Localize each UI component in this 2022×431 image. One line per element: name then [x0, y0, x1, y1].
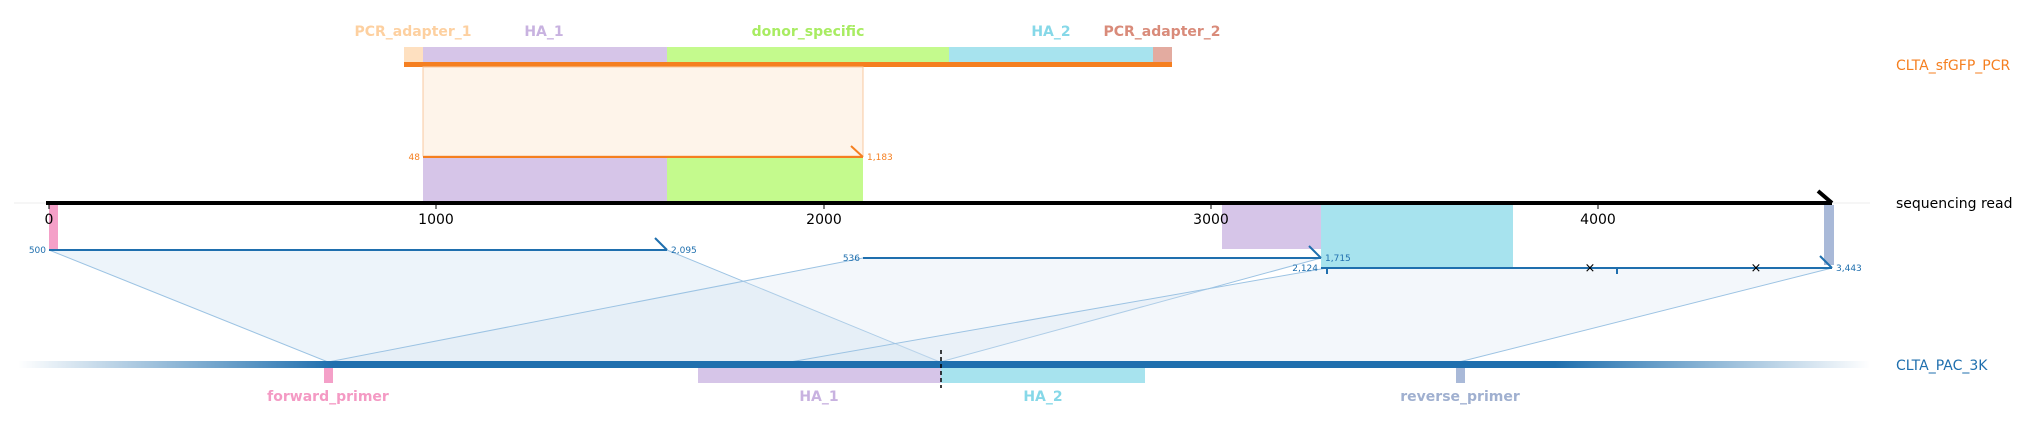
ref-alignment-2-end-hook — [1308, 245, 1322, 259]
ref-reverse-primer-block — [1456, 368, 1465, 383]
pcr-ha-1-label: HA_1 — [524, 24, 563, 40]
pcr-donor-specific-block — [667, 47, 949, 63]
ref-alignment-3-end-label: 3,443 — [1836, 264, 1862, 274]
pcr-adapter-1-block — [404, 47, 423, 63]
ref-reverse-primer-label: reverse_primer — [1400, 389, 1520, 405]
ref-forward-primer-block — [324, 368, 333, 383]
reference-backbone — [18, 361, 1870, 368]
ref-ha-1-block — [698, 368, 941, 383]
read-rev-primer-mark — [1824, 205, 1834, 265]
ref-ha-2-label: HA_2 — [1023, 389, 1062, 405]
row-label-ref: CLTA_PAC_3K — [1896, 358, 1988, 374]
tick-label-3000: 3000 — [1193, 212, 1229, 228]
tick-label-4000: 4000 — [1580, 212, 1616, 228]
read-ha-1-from-pcr — [423, 157, 667, 201]
ref-alignment-1-start-label: 500 — [29, 246, 46, 256]
ref-alignment-2-start-label: 536 — [843, 254, 860, 264]
read-donor-from-pcr — [667, 157, 863, 201]
pcr-product-track — [404, 47, 1172, 67]
pcr-alignment-start-label: 48 — [409, 153, 421, 163]
pcr-adapter-2-label: PCR_adapter_2 — [1103, 24, 1220, 40]
ref-alignment-3-start-label: 2,124 — [1292, 264, 1318, 274]
pcr-adapter-2-block — [1153, 47, 1172, 63]
read-end-hook — [1816, 189, 1834, 205]
pcr-alignment-end-hook — [850, 145, 864, 158]
tick-label-2000: 2000 — [806, 212, 842, 228]
pcr-adapter-1-label: PCR_adapter_1 — [354, 24, 471, 40]
pcr-alignment-projection — [422, 66, 864, 157]
ref-alignment-1-end-hook — [654, 237, 668, 251]
ref-alignment-1-end-label: 2,095 — [671, 246, 697, 256]
reference-track — [18, 350, 1870, 388]
mismatch-mark-1: × — [1585, 261, 1596, 276]
read-ha-1-from-ref — [1222, 205, 1321, 249]
pcr-ha-2-block — [949, 47, 1153, 63]
ref-forward-primer-label: forward_primer — [267, 389, 389, 405]
tick-label-0: 0 — [45, 212, 54, 228]
row-label-pcr: CLTA_sfGFP_PCR — [1896, 58, 2010, 74]
pcr-ha-1-block — [423, 47, 667, 63]
read-fwd-primer-mark — [49, 205, 58, 249]
ref-alignment-2-end-label: 1,715 — [1325, 254, 1351, 264]
pcr-backbone-line — [404, 62, 1172, 67]
pcr-ha-2-label: HA_2 — [1031, 24, 1070, 40]
mismatch-mark-2: × — [1751, 261, 1762, 276]
row-label-read: sequencing read — [1896, 196, 2012, 212]
read-ha-2-from-ref — [1321, 205, 1513, 267]
pcr-alignment: 48 1,183 — [409, 66, 893, 201]
reference-alignments: 500 2,095 536 1,715 2,124 3,443 × × — [29, 237, 1862, 363]
pcr-donor-specific-label: donor_specific — [752, 24, 865, 40]
tick-label-1000: 1000 — [418, 212, 454, 228]
ref-ha-1-label: HA_1 — [799, 389, 838, 405]
ref-alignment-3-end-hook — [1819, 255, 1833, 269]
ref-ha-2-block — [941, 368, 1145, 383]
sequencing-read-axis: 0 1000 2000 3000 4000 — [14, 189, 1870, 267]
pcr-alignment-end-label: 1,183 — [867, 153, 893, 163]
